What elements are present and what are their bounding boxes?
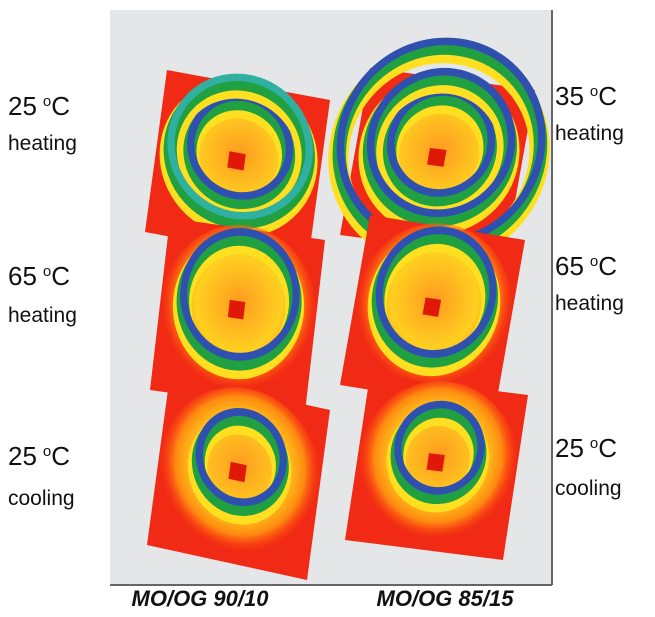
- surface-plot: [340, 212, 526, 410]
- center-spot: [228, 300, 246, 319]
- center-spot: [227, 151, 246, 170]
- mode: heating: [8, 304, 77, 327]
- unit: C: [598, 433, 617, 463]
- mode: heating: [8, 132, 77, 155]
- unit: C: [51, 91, 70, 121]
- unit: C: [51, 261, 70, 291]
- temperature: 25 oC: [555, 433, 617, 463]
- temperature: 65 oC: [555, 251, 617, 281]
- degree: o: [43, 263, 51, 280]
- temperature: 65 oC: [8, 261, 70, 291]
- surface-plot: [345, 372, 529, 560]
- mode: heating: [555, 122, 624, 145]
- unit: C: [598, 81, 617, 111]
- degree: o: [43, 443, 51, 460]
- degree: o: [590, 83, 598, 100]
- figure: 25oCheating65oCheating25oCcooling35oChea…: [0, 0, 655, 612]
- degree: o: [590, 435, 598, 452]
- unit: C: [598, 251, 617, 281]
- temperature: 25 oC: [8, 91, 70, 121]
- center-spot: [427, 148, 447, 167]
- degree: o: [43, 93, 51, 110]
- caption: MO/OG 85/15: [377, 586, 515, 611]
- degree: o: [590, 253, 598, 270]
- temp-value: 65: [555, 251, 584, 281]
- caption: MO/OG 90/10: [132, 586, 270, 611]
- center-spot: [423, 297, 442, 317]
- temp-value: 25: [8, 91, 37, 121]
- mode: cooling: [555, 477, 622, 500]
- temp-value: 35: [555, 81, 584, 111]
- center-spot: [427, 453, 445, 472]
- mode: cooling: [8, 487, 75, 510]
- temp-value: 25: [8, 441, 37, 471]
- unit: C: [51, 441, 70, 471]
- temp-value: 25: [555, 433, 584, 463]
- mode: heating: [555, 292, 624, 315]
- center-spot: [228, 462, 246, 483]
- temperature: 35 oC: [555, 81, 617, 111]
- temperature: 25 oC: [8, 441, 70, 471]
- temp-value: 65: [8, 261, 37, 291]
